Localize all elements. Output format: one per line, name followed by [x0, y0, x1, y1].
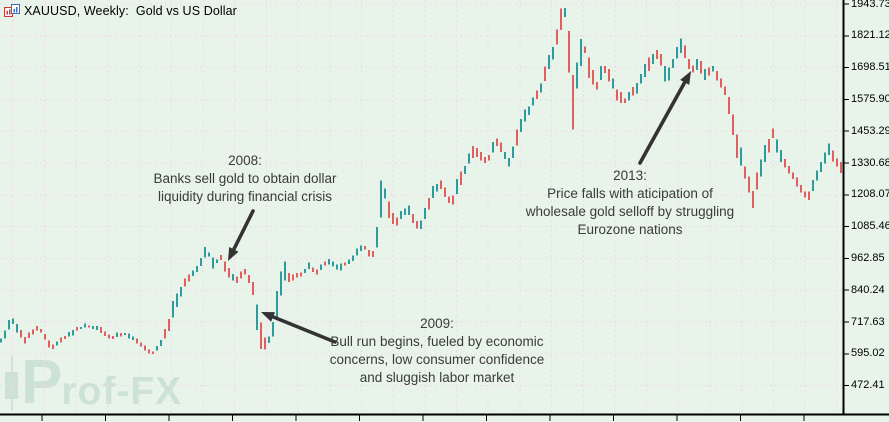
annotation-2013-line: Eurozone nations	[577, 222, 683, 237]
annotation-2009-line: and sluggish labor market	[359, 370, 515, 385]
watermark-text-p: P	[21, 348, 62, 418]
annotation-2009-line: Bull run begins, fueled by economic	[330, 334, 544, 349]
chart-title-text: XAUUSD, Weekly: Gold vs US Dollar	[24, 3, 237, 18]
price-tick-label: 1943.73	[851, 0, 889, 10]
price-tick-label: 962.85	[851, 251, 885, 264]
annotation-2013-year: 2013:	[613, 168, 647, 183]
annotation-2008-year: 2008:	[228, 153, 262, 168]
annotation-2013: 2013: Price falls with aticipation of wh…	[500, 167, 760, 239]
annotation-2013-line: wholesale gold selloff by struggling	[525, 204, 735, 219]
annotation-2008-line: liquidity during financial crisis	[157, 189, 333, 204]
chart-icon	[4, 4, 20, 17]
annotation-2013-line: Price falls with aticipation of	[547, 186, 713, 201]
price-tick-label: 1085.46	[851, 220, 889, 233]
chart-title: XAUUSD, Weekly: Gold vs US Dollar	[3, 3, 237, 18]
price-tick-label: 1453.29	[851, 124, 889, 137]
time-axis[interactable]	[0, 416, 843, 422]
annotation-2008-line: Banks sell gold to obtain dollar	[153, 171, 337, 186]
watermark-text-rest: rof-FX	[61, 369, 183, 413]
annotation-2009-line: concerns, low consumer confidence	[329, 352, 545, 367]
price-tick-label: 1330.68	[851, 156, 889, 169]
annotation-2009-year: 2009:	[420, 316, 454, 331]
price-tick-label: 1208.07	[851, 188, 889, 201]
annotation-2009: 2009: Bull run begins, fueled by economi…	[312, 315, 562, 387]
price-tick-label: 1821.12	[851, 29, 889, 42]
price-tick-label: 1575.90	[851, 92, 889, 105]
price-axis[interactable]: 1943.73 1821.12 1698.51 1575.90 1453.29 1330.…	[851, 0, 889, 415]
watermark: P rof-FX	[4, 348, 183, 418]
price-tick-label: 840.24	[851, 283, 885, 296]
price-tick-label: 472.41	[851, 379, 885, 392]
price-tick-label: 595.02	[851, 347, 885, 360]
price-tick-label: 717.63	[851, 315, 885, 328]
price-tick-label: 1698.51	[851, 61, 889, 74]
annotation-2008: 2008: Banks sell gold to obtain dollar l…	[125, 152, 365, 206]
